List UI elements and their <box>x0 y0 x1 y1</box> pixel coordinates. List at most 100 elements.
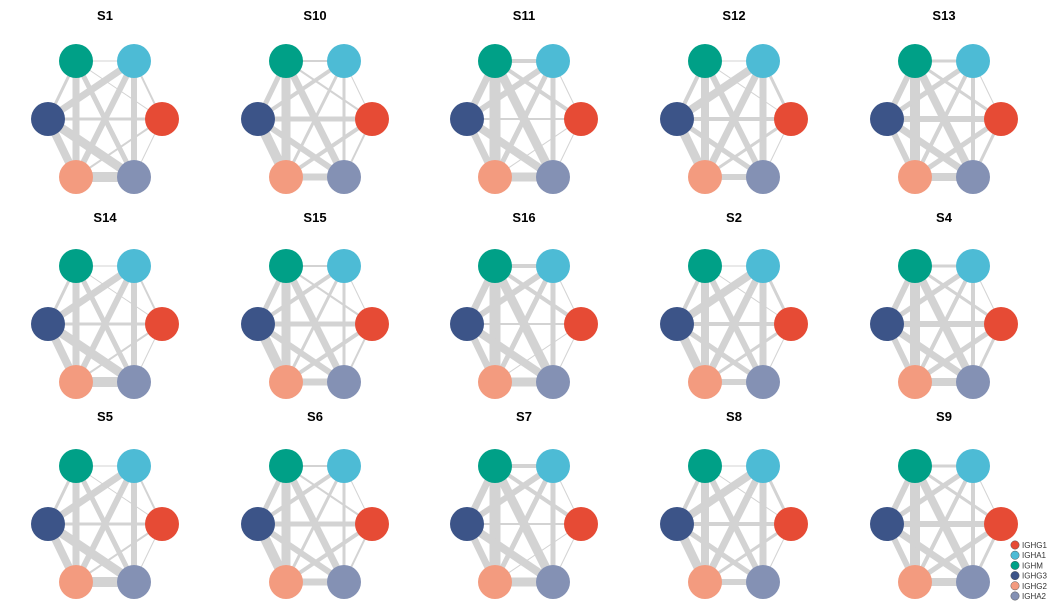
edge-igha2-ighg3 <box>675 321 765 385</box>
edge-ighg1-ighg2 <box>913 116 1003 180</box>
node-igha2 <box>117 565 151 599</box>
network-panel-s12: S12 <box>660 8 808 194</box>
panel-title: S13 <box>932 8 955 23</box>
network-panel-s1: S1 <box>31 8 179 194</box>
legend-label: IGHA2 <box>1022 592 1047 601</box>
panel-title: S6 <box>307 409 323 424</box>
network-panel-s13: S13 <box>870 8 1018 194</box>
legend-swatch <box>1010 571 1020 581</box>
node-ighg2 <box>898 565 932 599</box>
node-ighg2 <box>269 365 303 399</box>
edge-igha1-ighg3 <box>885 463 975 527</box>
edge-igha2-ighg3 <box>675 116 765 180</box>
edge-igha2-ighg3 <box>45 115 137 181</box>
node-igha1 <box>956 449 990 483</box>
node-ighm <box>898 44 932 78</box>
legend-item-igha1: IGHA1 <box>1010 550 1047 560</box>
node-ighg3 <box>241 102 275 136</box>
node-ighm <box>269 44 303 78</box>
node-ighm <box>478 449 512 483</box>
node-ighg3 <box>450 102 484 136</box>
node-ighm <box>898 249 932 283</box>
node-ighm <box>688 249 722 283</box>
legend-label: IGHG2 <box>1022 582 1047 591</box>
node-igha2 <box>327 365 361 399</box>
network-panels: S1 S10 S11 S12 S13 S14 S15 S16 S2 S4 S5 S6 S7 S8 S9 <box>31 8 1018 599</box>
panel-title: S14 <box>93 210 117 225</box>
node-ighg1 <box>355 507 389 541</box>
node-ighg2 <box>59 365 93 399</box>
edge-igha2-ighg3 <box>675 521 765 585</box>
node-ighg1 <box>145 102 179 136</box>
edge-igha1-ighg3 <box>46 463 136 527</box>
edge-ighg1-ighg2 <box>75 118 163 178</box>
edge-igha1-ighg3 <box>674 462 766 528</box>
edge-igha1-ighg3 <box>46 58 136 122</box>
legend-item-ighg1: IGHG1 <box>1010 540 1047 550</box>
node-ighg2 <box>688 565 722 599</box>
node-igha1 <box>536 449 570 483</box>
network-panel-s16: S16 <box>450 210 598 399</box>
edge-igha1-ighg3 <box>674 57 766 123</box>
edge-igha1-ighg3 <box>885 58 975 122</box>
node-ighm <box>59 44 93 78</box>
node-igha2 <box>956 365 990 399</box>
node-ighg3 <box>870 307 904 341</box>
edge-igha1-ighg3 <box>465 463 555 527</box>
node-ighg2 <box>269 565 303 599</box>
legend-label: IGHM <box>1022 561 1043 570</box>
node-ighg3 <box>31 507 65 541</box>
edge-ighg1-ighg2 <box>704 117 792 179</box>
legend-label: IGHG3 <box>1022 572 1047 581</box>
node-ighg3 <box>241 507 275 541</box>
node-ighg1 <box>145 507 179 541</box>
node-ighm <box>688 449 722 483</box>
panel-title: S9 <box>936 409 952 424</box>
panel-title: S15 <box>303 210 326 225</box>
legend-item-ighg3: IGHG3 <box>1010 571 1047 581</box>
panel-title: S10 <box>303 8 326 23</box>
legend-swatch <box>1010 560 1020 570</box>
node-ighg2 <box>478 160 512 194</box>
edge-ighg1-ighg2 <box>284 117 374 179</box>
node-ighg2 <box>898 160 932 194</box>
node-igha1 <box>536 44 570 78</box>
node-ighg1 <box>564 307 598 341</box>
node-ighg3 <box>241 307 275 341</box>
node-igha2 <box>746 365 780 399</box>
node-ighg1 <box>774 307 808 341</box>
node-ighg2 <box>688 160 722 194</box>
legend-item-ighg2: IGHG2 <box>1010 581 1047 591</box>
legend-label: IGHA1 <box>1022 551 1047 560</box>
network-panel-s6: S6 <box>241 409 389 599</box>
edge-igha2-ighg3 <box>885 521 975 585</box>
node-ighg3 <box>31 307 65 341</box>
edge-ighg1-ighg2 <box>494 323 582 383</box>
node-ighg1 <box>984 507 1018 541</box>
node-igha1 <box>327 44 361 78</box>
node-igha1 <box>956 249 990 283</box>
edge-ighg1-ighg2 <box>913 521 1003 585</box>
network-panel-s10: S10 <box>241 8 389 194</box>
legend-swatch <box>1010 550 1020 560</box>
node-igha2 <box>117 160 151 194</box>
node-igha1 <box>536 249 570 283</box>
legend-item-ighm: IGHM <box>1010 560 1043 570</box>
panel-title: S5 <box>97 409 113 424</box>
edge-igha1-ighg3 <box>256 264 346 326</box>
edge-ighg1-ighg2 <box>75 323 163 383</box>
edge-ighg1-ighg2 <box>704 522 792 584</box>
node-igha1 <box>746 449 780 483</box>
edge-igha2-ighg3 <box>256 116 346 180</box>
node-igha1 <box>746 44 780 78</box>
edge-igha2-ighg3 <box>464 320 556 386</box>
panel-title: S16 <box>512 210 535 225</box>
node-ighg2 <box>269 160 303 194</box>
node-igha1 <box>117 449 151 483</box>
edge-igha1-ighg3 <box>46 263 136 327</box>
node-ighg2 <box>59 565 93 599</box>
node-igha1 <box>956 44 990 78</box>
node-ighm <box>478 44 512 78</box>
node-ighm <box>478 249 512 283</box>
